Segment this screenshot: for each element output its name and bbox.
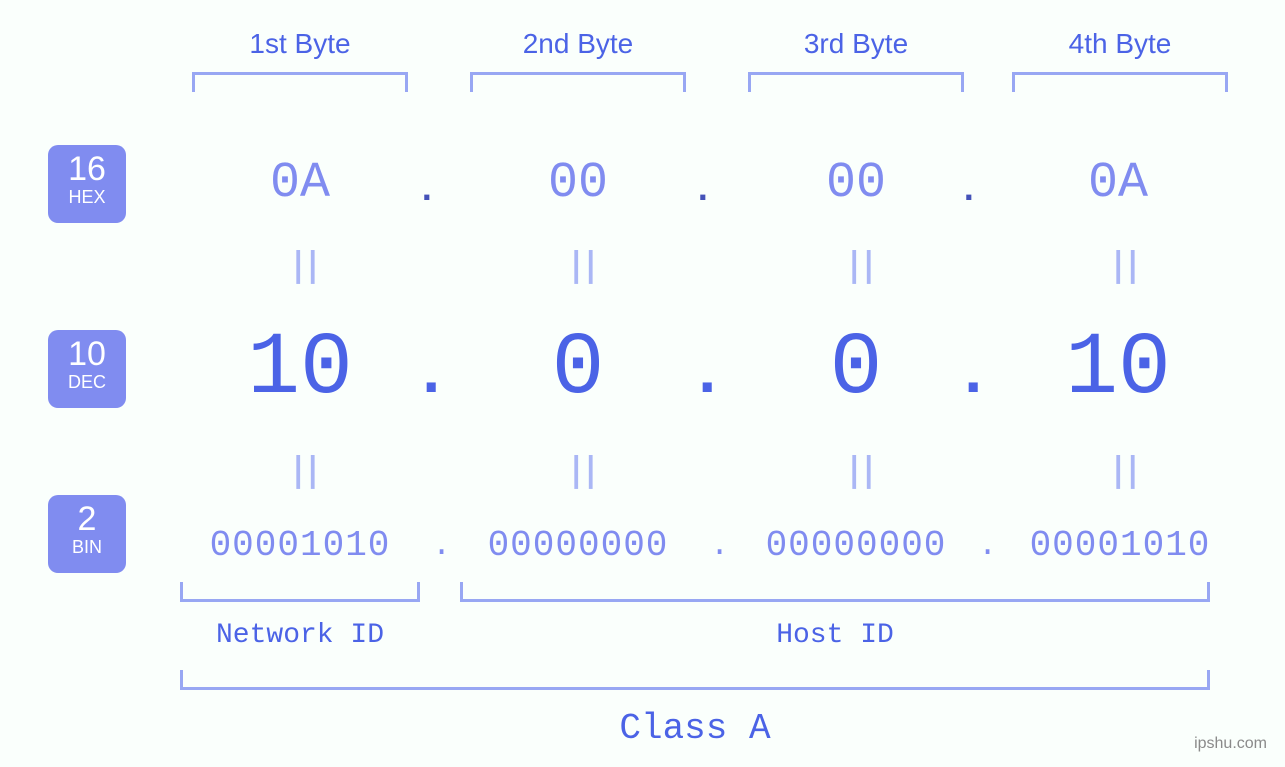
base-badge-hex: 16 HEX — [48, 145, 126, 223]
equals-icon: || — [288, 450, 317, 490]
bin-byte-4: 00001010 — [1000, 525, 1240, 566]
class-bracket — [180, 670, 1210, 690]
equals-icon: || — [566, 245, 595, 285]
hex-byte-4: 0A — [1058, 155, 1178, 212]
bin-dot-3: . — [978, 527, 998, 564]
watermark: ipshu.com — [1194, 735, 1267, 753]
top-bracket-4 — [1012, 72, 1228, 92]
hex-dot-3: . — [958, 170, 980, 211]
top-bracket-3 — [748, 72, 964, 92]
bin-byte-1: 00001010 — [180, 525, 420, 566]
base-badge-dec: 10 DEC — [48, 330, 126, 408]
dec-dot-2: . — [688, 340, 726, 412]
top-bracket-2 — [470, 72, 686, 92]
equals-icon: || — [566, 450, 595, 490]
base-name-bin: BIN — [48, 538, 126, 556]
network-id-label: Network ID — [180, 620, 420, 651]
base-num-bin: 2 — [48, 501, 126, 538]
host-id-label: Host ID — [460, 620, 1210, 651]
hex-byte-2: 00 — [518, 155, 638, 212]
base-badge-bin: 2 BIN — [48, 495, 126, 573]
network-id-bracket — [180, 582, 420, 602]
base-num-hex: 16 — [48, 151, 126, 188]
byte-label-2: 2nd Byte — [458, 28, 698, 60]
base-name-hex: HEX — [48, 188, 126, 206]
hex-dot-2: . — [692, 170, 714, 211]
equals-icon: || — [288, 245, 317, 285]
dec-byte-3: 0 — [766, 320, 946, 419]
bin-dot-1: . — [432, 527, 452, 564]
hex-byte-3: 00 — [796, 155, 916, 212]
byte-label-1: 1st Byte — [180, 28, 420, 60]
host-id-bracket — [460, 582, 1210, 602]
dec-byte-1: 10 — [210, 320, 390, 419]
byte-label-3: 3rd Byte — [736, 28, 976, 60]
base-name-dec: DEC — [48, 373, 126, 391]
dec-byte-2: 0 — [488, 320, 668, 419]
base-num-dec: 10 — [48, 336, 126, 373]
hex-dot-1: . — [416, 170, 438, 211]
dec-byte-4: 10 — [1028, 320, 1208, 419]
bin-byte-2: 00000000 — [458, 525, 698, 566]
bin-byte-3: 00000000 — [736, 525, 976, 566]
dec-dot-3: . — [954, 340, 992, 412]
hex-byte-1: 0A — [240, 155, 360, 212]
class-label: Class A — [180, 708, 1210, 749]
equals-icon: || — [1108, 450, 1137, 490]
byte-label-4: 4th Byte — [1000, 28, 1240, 60]
dec-dot-1: . — [412, 340, 450, 412]
top-bracket-1 — [192, 72, 408, 92]
equals-icon: || — [844, 245, 873, 285]
bin-dot-2: . — [710, 527, 730, 564]
equals-icon: || — [844, 450, 873, 490]
equals-icon: || — [1108, 245, 1137, 285]
